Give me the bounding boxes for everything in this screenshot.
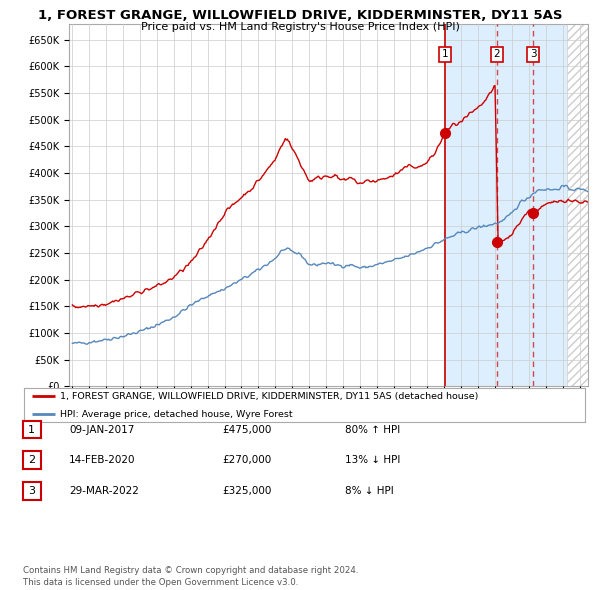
Text: HPI: Average price, detached house, Wyre Forest: HPI: Average price, detached house, Wyre… xyxy=(61,410,293,419)
Text: £325,000: £325,000 xyxy=(222,486,271,496)
Text: 1, FOREST GRANGE, WILLOWFIELD DRIVE, KIDDERMINSTER, DY11 5AS: 1, FOREST GRANGE, WILLOWFIELD DRIVE, KID… xyxy=(38,9,562,22)
Text: 80% ↑ HPI: 80% ↑ HPI xyxy=(345,425,400,434)
Bar xyxy=(567,24,588,386)
Text: 2: 2 xyxy=(494,50,500,60)
Text: Contains HM Land Registry data © Crown copyright and database right 2024.
This d: Contains HM Land Registry data © Crown c… xyxy=(23,566,358,587)
Text: 29-MAR-2022: 29-MAR-2022 xyxy=(69,486,139,496)
Text: Price paid vs. HM Land Registry's House Price Index (HPI): Price paid vs. HM Land Registry's House … xyxy=(140,22,460,32)
Text: 8% ↓ HPI: 8% ↓ HPI xyxy=(345,486,394,496)
Text: 1, FOREST GRANGE, WILLOWFIELD DRIVE, KIDDERMINSTER, DY11 5AS (detached house): 1, FOREST GRANGE, WILLOWFIELD DRIVE, KID… xyxy=(61,392,479,401)
Bar xyxy=(445,24,567,386)
Text: £475,000: £475,000 xyxy=(222,425,271,434)
Text: 14-FEB-2020: 14-FEB-2020 xyxy=(69,455,136,465)
Text: 13% ↓ HPI: 13% ↓ HPI xyxy=(345,455,400,465)
Text: 1: 1 xyxy=(442,50,448,60)
Text: 09-JAN-2017: 09-JAN-2017 xyxy=(69,425,134,434)
Text: 3: 3 xyxy=(28,486,35,496)
Text: £270,000: £270,000 xyxy=(222,455,271,465)
Bar xyxy=(567,24,588,386)
Text: 1: 1 xyxy=(28,425,35,434)
Text: 3: 3 xyxy=(530,50,536,60)
Text: 2: 2 xyxy=(28,455,35,465)
